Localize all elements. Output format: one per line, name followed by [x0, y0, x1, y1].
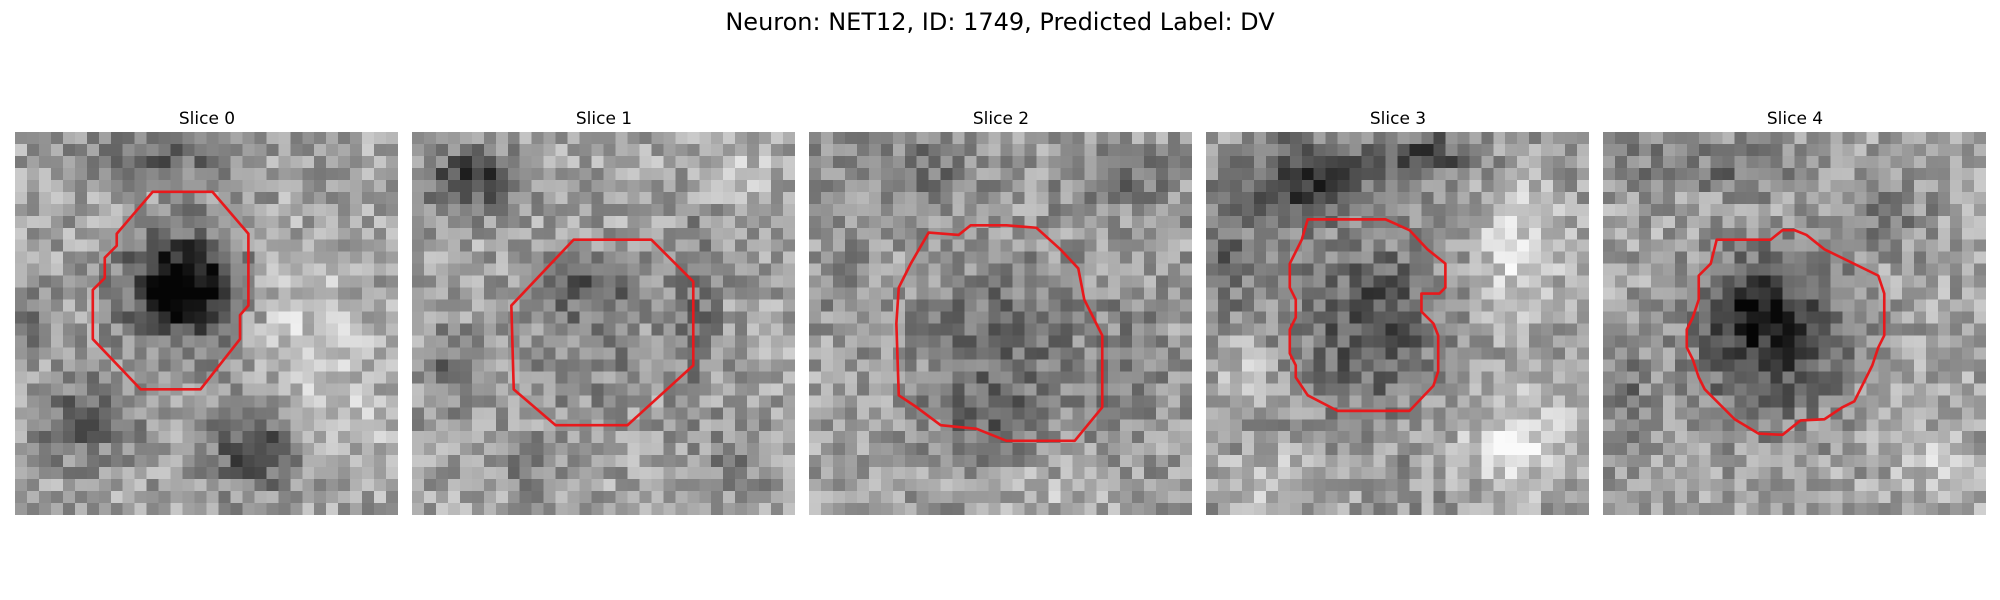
- slice-image-0: [15, 132, 398, 515]
- slice-title-0: Slice 0: [178, 109, 236, 129]
- roi-contour: [1288, 218, 1447, 413]
- figure-title: Neuron: NET12, ID: 1749, Predicted Label…: [725, 8, 1275, 36]
- roi-contour: [91, 190, 250, 391]
- slice-panel-1: Slice 1: [412, 108, 796, 515]
- slice-image-1: [412, 132, 795, 515]
- slice-image-2: [809, 132, 1192, 515]
- slice-title-4: Slice 4: [1766, 109, 1824, 129]
- slice-panel-4: Slice 4: [1603, 108, 1987, 515]
- slice-title-3: Slice 3: [1369, 109, 1427, 129]
- slice-title-1: Slice 1: [575, 109, 633, 129]
- roi-contour: [510, 238, 695, 427]
- roi-contour: [895, 224, 1104, 443]
- slice-panel-3: Slice 3: [1206, 108, 1590, 515]
- slice-panel-0: Slice 0: [15, 108, 399, 515]
- roi-contour: [1685, 228, 1886, 437]
- slice-title-2: Slice 2: [972, 109, 1030, 129]
- slice-panel-2: Slice 2: [809, 108, 1193, 515]
- slice-image-4: [1603, 132, 1986, 515]
- slice-image-3: [1206, 132, 1589, 515]
